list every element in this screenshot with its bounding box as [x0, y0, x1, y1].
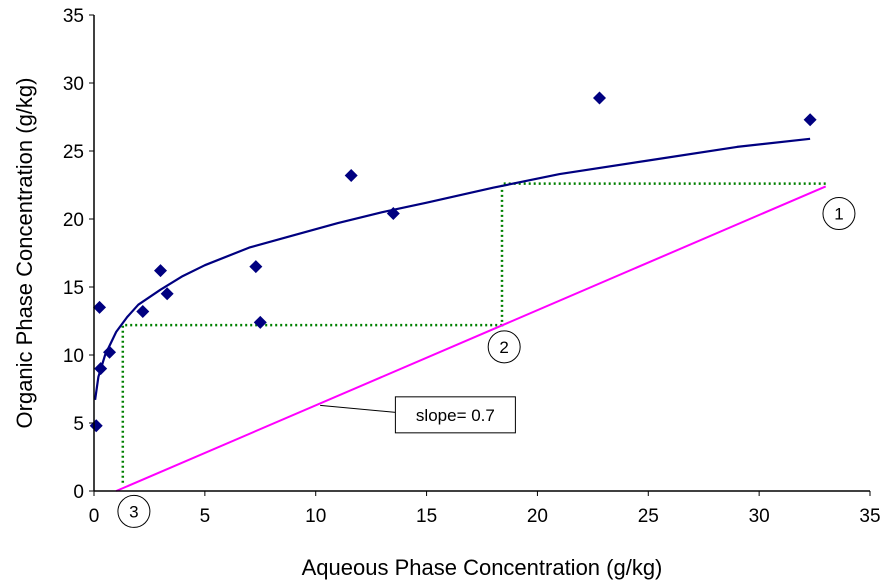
stage-steps-line	[121, 182, 826, 483]
data-point	[154, 264, 168, 278]
stage-marker-circle	[117, 494, 151, 528]
data-point	[386, 207, 400, 221]
y-tick-label: 30	[63, 74, 84, 95]
data-point	[160, 287, 174, 301]
data-point	[249, 260, 263, 274]
data-point	[93, 300, 107, 314]
x-tick-label: 35	[859, 506, 880, 527]
annotations: slope= 0.7 1 2 3	[117, 197, 856, 528]
y-tick-label: 20	[63, 210, 84, 231]
y-tick-label: 25	[63, 142, 84, 163]
slope-callout-label: slope= 0.7	[416, 406, 495, 425]
stage-marker-circle	[822, 197, 856, 231]
data-point	[94, 362, 108, 376]
y-tick-label: 5	[73, 414, 84, 435]
x-tick-label: 30	[749, 506, 770, 527]
y-tick-label: 15	[63, 278, 84, 299]
x-axis-title: Aqueous Phase Concentration (g/kg)	[302, 555, 663, 580]
x-tick-label: 25	[638, 506, 659, 527]
x-tick-label: 5	[200, 506, 211, 527]
data-point	[136, 304, 150, 318]
slope-callout-box	[394, 396, 516, 434]
y-tick-label: 10	[63, 346, 84, 367]
operating-line	[115, 185, 827, 492]
plot-area	[89, 91, 827, 492]
y-tick-label: 0	[73, 482, 84, 503]
stage-marker-label: 3	[129, 502, 138, 521]
data-point	[89, 419, 103, 433]
y-tick-label: 35	[63, 6, 84, 27]
data-point	[593, 91, 607, 105]
x-tick-label: 20	[527, 506, 548, 527]
x-tick-label: 10	[305, 506, 326, 527]
stage-marker-circle	[487, 330, 521, 364]
data-point	[103, 345, 117, 359]
stage-marker-label: 2	[499, 338, 508, 357]
stage-marker-label: 1	[834, 205, 843, 224]
tick-labels: 0 5 10 15 20 25 30 35 0 5 10 15 20 25 30 35	[63, 6, 881, 527]
equilibrium-curve	[94, 137, 811, 401]
data-point	[253, 315, 267, 329]
axes	[89, 14, 871, 496]
data-point	[803, 113, 817, 127]
x-tick-label: 0	[89, 506, 100, 527]
x-tick-label: 15	[416, 506, 437, 527]
data-point	[344, 168, 358, 182]
y-axis-title: Organic Phase Concentration (g/kg)	[12, 78, 37, 429]
